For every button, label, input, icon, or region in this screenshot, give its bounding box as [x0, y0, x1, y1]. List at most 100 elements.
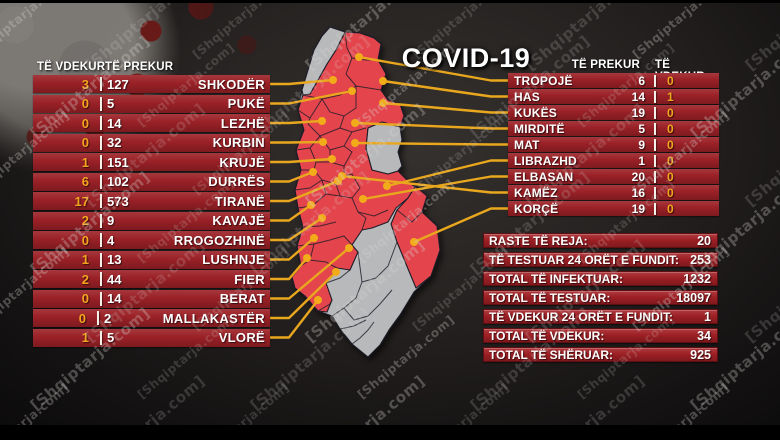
cases-count: 14: [107, 291, 122, 306]
summary-row: TË TESTUAR 24 ORËT E FUNDIT: 253: [483, 252, 718, 267]
city-label: KRUJË: [219, 154, 265, 170]
deaths-count: 0: [667, 201, 674, 216]
summary-label: TOTAL TË TESTUAR:: [489, 290, 611, 305]
summary-value: 1232: [683, 271, 711, 286]
summary-row: RASTE TË REJA: 20: [483, 233, 718, 248]
summary-value: 1: [704, 309, 711, 324]
column-divider: [100, 272, 102, 286]
cases-count: 1: [638, 153, 645, 168]
city-label: PUKË: [227, 96, 265, 111]
city-label: TROPOJË: [514, 73, 573, 88]
cases-count: 5: [107, 330, 115, 345]
table-row: HAS 14 1: [508, 89, 719, 104]
city-label: KUKËS: [514, 105, 558, 120]
city-label: KAVAJË: [212, 213, 265, 228]
city-label: KORÇË: [514, 201, 559, 216]
deaths-count: 1: [81, 154, 89, 170]
table-row: TROPOJË 6 0: [508, 73, 719, 88]
summary-label: TË TESTUAR 24 ORËT E FUNDIT:: [489, 252, 680, 267]
table-row: KUKËS 19 0: [508, 105, 719, 120]
city-label: SHKODËR: [197, 76, 265, 92]
column-divider: [100, 116, 102, 130]
city-label: BERAT: [219, 291, 265, 306]
map-affected-korce: [390, 180, 441, 289]
cases-count: 5: [107, 96, 115, 111]
summary-value: 20: [697, 233, 711, 248]
cases-count: 19: [631, 201, 645, 216]
cases-count: 14: [107, 115, 122, 131]
deaths-count: 0: [78, 310, 87, 326]
right-stats-table: TROPOJË 6 0 HAS 14 1 KUKËS 19 0 MIRDITË …: [508, 73, 719, 216]
column-divider: [100, 330, 102, 345]
bottom-letterbox-bar: [0, 425, 780, 440]
column-divider: [100, 135, 102, 150]
table-row: 6 102 DURRËS: [33, 172, 270, 191]
table-row: MAT 9 0: [508, 137, 719, 152]
city-label: DURRËS: [208, 174, 265, 189]
deaths-count: 0: [81, 291, 89, 306]
table-row: 0 2 MALLAKASTËR: [33, 309, 270, 327]
deaths-count: 0: [667, 105, 674, 120]
cases-count: 13: [107, 252, 122, 267]
deaths-count: 0: [81, 115, 89, 131]
cases-count: 16: [631, 185, 645, 200]
table-row: 0 32 KURBIN: [33, 133, 270, 152]
summary-value: 18097: [676, 290, 711, 305]
city-label: LIBRAZHD: [514, 153, 577, 168]
summary-row: TË VDEKUR 24 ORËT E FUNDIT: 1: [483, 309, 718, 324]
left-stats-table: 3 127 SHKODËR 0 5 PUKË 0 14 LEZHË 0 32 K…: [33, 75, 270, 347]
city-label: TIRANË: [214, 193, 265, 209]
deaths-count: 0: [667, 169, 674, 184]
column-divider: [654, 170, 656, 183]
column-divider: [100, 155, 102, 169]
table-row: 0 5 PUKË: [33, 94, 270, 113]
summary-label: TOTAL TË VDEKUR:: [489, 328, 605, 343]
table-row: 1 13 LUSHNJE: [33, 250, 270, 269]
cases-count: 102: [107, 174, 129, 189]
city-label: MIRDITË: [514, 121, 565, 136]
column-divider: [97, 311, 100, 325]
deaths-count: 0: [81, 96, 89, 111]
summary-value: 253: [690, 252, 711, 267]
column-divider: [654, 186, 656, 199]
map-unaffected-east-central: [365, 121, 403, 175]
column-divider: [654, 122, 656, 135]
table-row: 2 44 FIER: [33, 270, 270, 288]
column-divider: [654, 202, 656, 215]
cases-count: 4: [107, 232, 115, 248]
city-label: KURBIN: [212, 135, 265, 150]
table-row: 2 9 KAVAJË: [33, 211, 270, 230]
cases-count: 32: [107, 135, 122, 150]
deaths-count: 17: [74, 193, 89, 209]
column-divider: [100, 96, 102, 111]
deaths-count: 1: [667, 89, 674, 104]
deaths-count: 2: [81, 213, 89, 228]
page-title: COVID-19: [401, 43, 531, 73]
left-header-deaths: TË VDEKUR: [37, 61, 106, 73]
summary-panel: RASTE TË REJA: 20 TË TESTUAR 24 ORËT E F…: [483, 233, 718, 362]
column-divider: [654, 106, 656, 119]
city-label: RROGOZHINË: [173, 232, 265, 248]
summary-row: TOTAL TË INFEKTUAR: 1232: [483, 271, 718, 286]
column-divider: [100, 194, 102, 208]
deaths-count: 1: [81, 330, 89, 345]
table-row: 0 14 BERAT: [33, 289, 270, 308]
deaths-count: 0: [667, 153, 674, 168]
summary-row: TOTAL TË SHËRUAR: 925: [483, 347, 718, 362]
city-label: LEZHË: [220, 115, 265, 131]
city-label: MAT: [514, 137, 540, 152]
city-label: VLORË: [218, 330, 265, 345]
column-divider: [654, 154, 656, 167]
table-row: KAMËZ 16 0: [508, 185, 719, 200]
cases-count: 5: [638, 121, 645, 136]
deaths-count: 0: [667, 185, 674, 200]
city-label: FIER: [234, 271, 265, 287]
table-row: 0 14 LEZHË: [33, 114, 270, 132]
cases-count: 20: [631, 169, 645, 184]
table-row: 1 151 KRUJË: [33, 153, 270, 171]
callout-connectors: [268, 53, 511, 339]
top-letterbox-bar: [0, 0, 780, 3]
right-header-cases: TË PREKUR: [571, 59, 640, 71]
